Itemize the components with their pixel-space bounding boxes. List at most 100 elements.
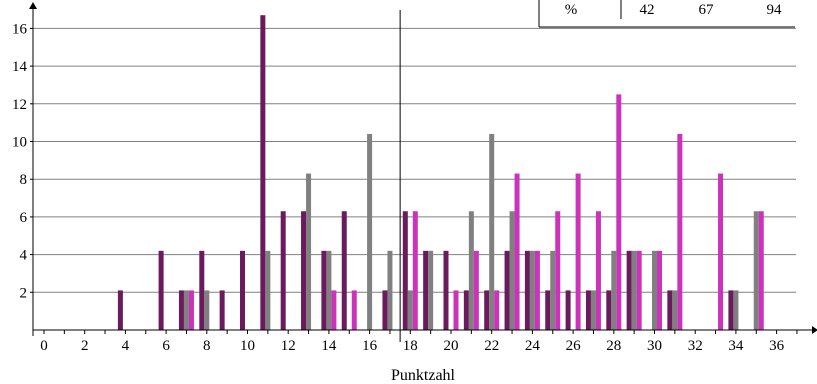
- bar: [321, 250, 327, 330]
- bar: [504, 250, 510, 330]
- bar: [265, 250, 271, 330]
- bar: [524, 250, 530, 330]
- bar: [753, 211, 759, 331]
- x-tick-label: 2: [81, 338, 89, 354]
- x-tick-label: 18: [403, 338, 418, 354]
- bar: [473, 250, 479, 330]
- x-tick-label: 32: [688, 338, 703, 354]
- y-tick-label: 12: [12, 97, 27, 113]
- bar: [636, 250, 642, 330]
- x-tick-label: 20: [444, 338, 459, 354]
- bar: [758, 211, 764, 331]
- axes: [29, 2, 817, 342]
- bar: [367, 133, 373, 330]
- bar: [468, 211, 474, 331]
- bar: [652, 250, 657, 330]
- bar: [402, 211, 408, 331]
- x-tick-labels: 0 2 4 6 8 10 12 14 16 18 20 22 24 26 28 30 32 34 36: [40, 338, 784, 354]
- table-value: 94: [767, 2, 783, 18]
- bar: [240, 250, 245, 330]
- bar: [341, 211, 347, 331]
- bar: [545, 290, 551, 330]
- bar: [428, 250, 434, 330]
- bar: [555, 211, 561, 331]
- bar: [514, 173, 520, 330]
- y-tick-label: 14: [12, 59, 28, 75]
- bar: [204, 290, 210, 330]
- stats-table: % 42 67 94: [538, 0, 795, 28]
- y-tick-label: 4: [20, 248, 28, 264]
- bar: [331, 290, 337, 330]
- bar: [117, 290, 123, 330]
- bar: [489, 133, 495, 330]
- bar: [407, 290, 413, 330]
- bar: [423, 250, 429, 330]
- y-tick-label: 16: [12, 21, 28, 37]
- bar: [306, 173, 312, 330]
- bar: [260, 15, 266, 330]
- x-tick-label: 22: [484, 338, 499, 354]
- bar: [677, 133, 683, 330]
- x-tick-label: 28: [606, 338, 621, 354]
- bar: [188, 290, 194, 330]
- bar: [178, 290, 184, 330]
- bar: [590, 290, 596, 330]
- bar: [667, 290, 673, 330]
- bar: [387, 250, 393, 330]
- bar: [280, 211, 286, 331]
- bar: [301, 211, 307, 331]
- x-tick-label: 0: [40, 338, 48, 354]
- y-axis-arrow: [29, 2, 37, 9]
- bar: [585, 290, 591, 330]
- bar: [443, 250, 449, 330]
- bar: [718, 173, 724, 330]
- table-row-label: %: [565, 2, 578, 18]
- table-value: 42: [640, 2, 655, 18]
- x-tick-label: 34: [728, 338, 744, 354]
- bar: [606, 290, 612, 330]
- bar: [463, 290, 469, 330]
- bar: [183, 290, 189, 330]
- bar: [326, 250, 332, 330]
- y-tick-label: 10: [12, 135, 27, 151]
- bar: [494, 290, 500, 330]
- x-axis-arrow: [812, 326, 817, 334]
- bar: [595, 211, 601, 331]
- bar: [382, 290, 388, 330]
- x-tick-label: 6: [162, 338, 170, 354]
- x-tick-label: 30: [647, 338, 662, 354]
- bar: [728, 290, 734, 330]
- x-tick-label: 10: [240, 338, 255, 354]
- bar: [199, 250, 205, 330]
- bar: [219, 290, 225, 330]
- bar: [453, 290, 459, 330]
- bar: [550, 250, 556, 330]
- bar: [529, 250, 535, 330]
- bar: [672, 290, 678, 330]
- bar: [158, 250, 164, 330]
- x-tick-label: 8: [203, 338, 211, 354]
- bar: [509, 211, 515, 331]
- bar: [575, 173, 581, 330]
- bar: [631, 250, 637, 330]
- y-tick-labels: 2 4 6 8 10 12 14 16: [12, 21, 28, 301]
- x-tick-label: 14: [321, 338, 337, 354]
- bar: [626, 250, 632, 330]
- x-tick-label: 24: [525, 338, 541, 354]
- bar: [412, 211, 418, 331]
- y-tick-label: 6: [20, 210, 28, 226]
- bar: [534, 250, 540, 330]
- bar: [351, 290, 357, 330]
- bar: [565, 290, 571, 330]
- x-tick-label: 26: [566, 338, 582, 354]
- bar: [484, 290, 490, 330]
- table-value: 67: [699, 2, 715, 18]
- x-axis-label: Punktzahl: [391, 367, 456, 384]
- x-tick-label: 16: [362, 338, 378, 354]
- bar: [657, 250, 662, 330]
- bar: [733, 290, 739, 330]
- y-tick-label: 2: [20, 285, 28, 301]
- bar: [616, 94, 622, 331]
- y-tick-label: 8: [20, 172, 28, 188]
